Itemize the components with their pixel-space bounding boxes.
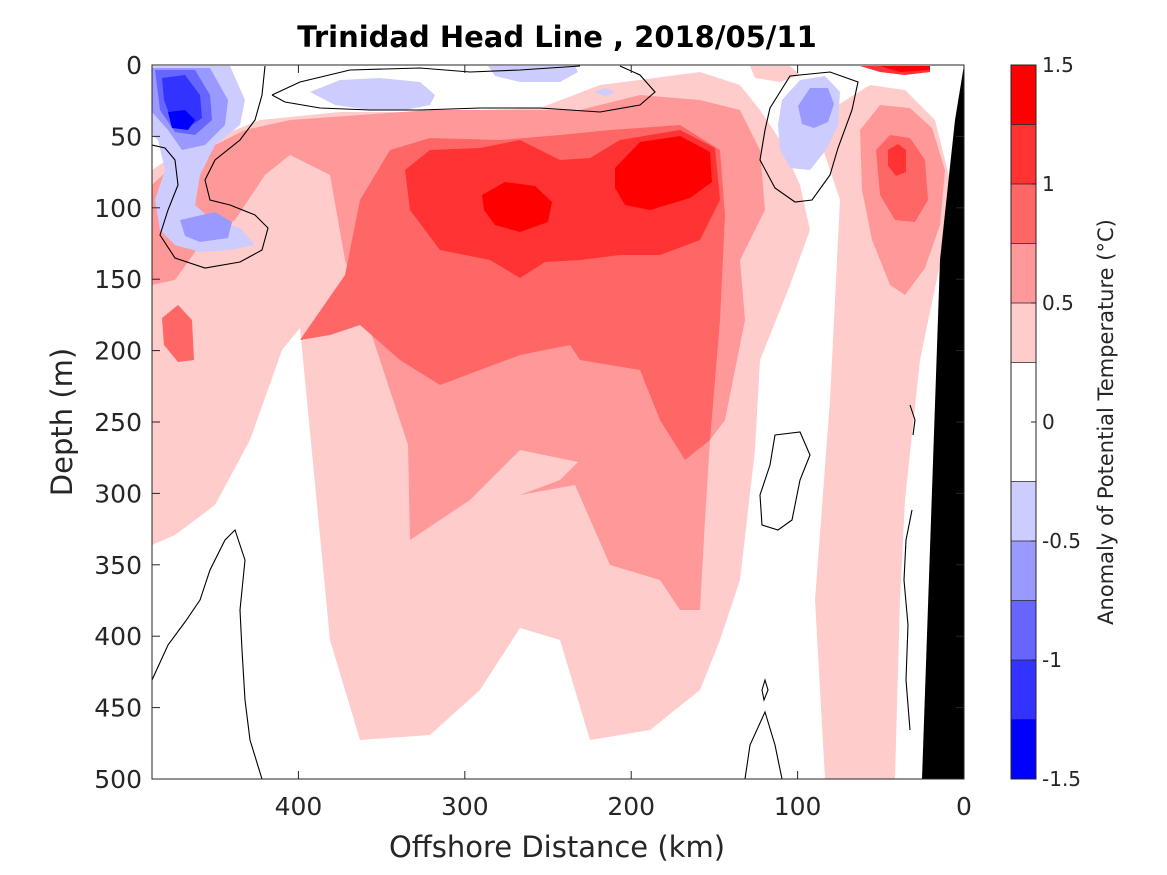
- band-red-medium-left: [162, 305, 194, 362]
- colorbar-level: [1011, 184, 1036, 244]
- band-blue-light-upper3: [594, 88, 615, 96]
- y-tick-label: 450: [94, 694, 142, 723]
- x-tick-label: 0: [956, 792, 972, 821]
- band-blue-light-upper: [310, 78, 435, 110]
- colorbar-level: [1011, 541, 1036, 601]
- y-tick-label: 0: [126, 51, 142, 80]
- zero-contour-bottomright: [744, 710, 783, 779]
- colorbar-level: [1011, 65, 1036, 125]
- band-blue-medium-mid: [180, 212, 232, 242]
- zero-contour-upperband: [271, 65, 656, 113]
- plot-area: [152, 65, 964, 779]
- band-red-max: [482, 182, 552, 232]
- colorbar-level: [1011, 124, 1036, 184]
- zero-contour-midright: [759, 431, 811, 531]
- y-tick-label: 50: [110, 122, 142, 151]
- band-red-strong-coast: [888, 144, 906, 176]
- x-tick-label: 300: [441, 792, 489, 821]
- zero-contour-coast-ring: [759, 71, 859, 203]
- y-tick-label: 250: [94, 408, 142, 437]
- colorbar-tick-label: -1.5: [1042, 767, 1081, 791]
- band-blue-deepest-topleft: [168, 110, 195, 130]
- y-axis: 0 50 100 150 200 250 300 350 400 450 500: [94, 51, 964, 794]
- y-axis-label: Depth (m): [45, 348, 79, 496]
- x-tick-label: 200: [607, 792, 655, 821]
- colorbar-ticks: 1.5 1 0.5 0 -0.5 -1 -1.5: [1031, 53, 1081, 791]
- colorbar: [1011, 64, 1036, 779]
- colorbar-label: Anomaly of Potential Temperature (°C): [1094, 219, 1118, 625]
- zero-contour-topleft: [152, 65, 269, 269]
- colorbar-tick-label: 0.5: [1042, 291, 1074, 315]
- colorbar-tick-label: 0: [1042, 410, 1055, 434]
- colorbar-tick-label: -1: [1042, 648, 1062, 672]
- colorbar-tick-label: 1.5: [1042, 53, 1074, 77]
- x-axis-label: Offshore Distance (km): [389, 830, 725, 864]
- chart-title: Trinidad Head Line , 2018/05/11: [297, 20, 817, 54]
- colorbar-level: [1011, 243, 1036, 303]
- zero-contour-coastline: [903, 404, 916, 731]
- band-blue-medium-coast: [798, 88, 834, 128]
- band-red-max-top: [880, 66, 930, 72]
- colorbar-level: [1011, 719, 1036, 779]
- zero-contour-small: [761, 678, 769, 702]
- anomaly-contour-fill: [152, 66, 950, 779]
- colorbar-level: [1011, 600, 1036, 660]
- land-mask: [922, 65, 964, 779]
- y-tick-label: 350: [94, 551, 142, 580]
- band-red-max-right: [615, 136, 712, 210]
- y-tick-label: 500: [94, 765, 142, 794]
- colorbar-level: [1011, 303, 1036, 363]
- colorbar-tick-label: -0.5: [1042, 529, 1081, 553]
- zero-contour-lines: [152, 65, 916, 779]
- x-tick-label: 100: [774, 792, 822, 821]
- y-tick-label: 200: [94, 337, 142, 366]
- colorbar-level: [1011, 481, 1036, 541]
- y-tick-label: 100: [94, 194, 142, 223]
- x-axis: 400 300 200 100 0: [275, 65, 972, 821]
- y-tick-label: 150: [94, 265, 142, 294]
- x-tick-label: 400: [275, 792, 323, 821]
- colorbar-tick-label: 1: [1042, 172, 1055, 196]
- band-pink-light-top: [750, 66, 800, 82]
- y-tick-label: 400: [94, 622, 142, 651]
- zero-contour-lowerleft: [152, 528, 263, 779]
- colorbar-level: [1011, 660, 1036, 720]
- y-tick-label: 300: [94, 479, 142, 508]
